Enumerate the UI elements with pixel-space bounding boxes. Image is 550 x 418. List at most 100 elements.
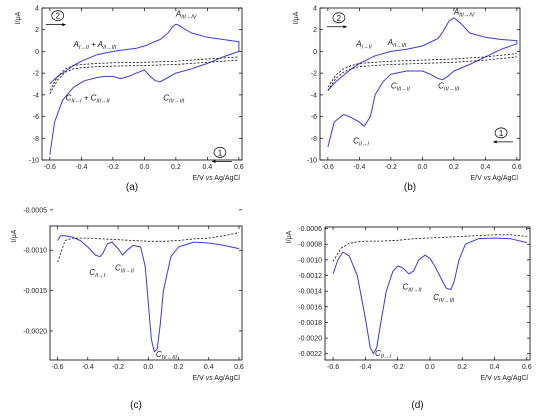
voltammogram-curve (332, 237, 527, 355)
x-tick-label: 0.6 (234, 364, 244, 371)
x-tick-label: 0.0 (143, 364, 153, 371)
y-tick-label: -0.0022 (298, 351, 322, 358)
voltammogram-curve (57, 235, 240, 353)
scan-number-circle (494, 127, 508, 139)
annotation-subscript: I→II (362, 45, 373, 51)
x-axis-title-suffix: Ag/AgCl (213, 175, 241, 182)
x-axis-title-vs: vs (206, 375, 214, 382)
peak-annotation: CIV→III (163, 93, 185, 104)
voltammogram-curve (327, 17, 518, 148)
annotation-subscript: II→I (71, 98, 82, 104)
plot-frame (41, 7, 243, 161)
scan-number-circle (213, 147, 227, 158)
y-tick-label: -2 (311, 71, 317, 78)
y-axis-title: I/μA (293, 11, 300, 24)
y-tick-label: -0.0016 (298, 304, 322, 311)
y-axis-title: I/μA (286, 230, 293, 243)
plot-frame (319, 7, 521, 161)
y-tick-label: -4 (33, 92, 39, 99)
plot-frame (324, 226, 531, 361)
scan-number: 1 (499, 129, 504, 138)
panel-label: (b) (404, 182, 416, 193)
x-tick-label: -0.2 (392, 364, 404, 371)
baseline-curve (327, 53, 517, 88)
annotation-symbol: C (66, 93, 72, 102)
x-tick-label: -0.4 (75, 164, 87, 171)
y-tick-label: -2 (33, 71, 39, 78)
y-axis-title: I/μA (11, 229, 18, 242)
annotation-symbol: A (175, 10, 181, 19)
x-tick-label: 0.2 (449, 164, 459, 171)
annotation-symbol: + A (89, 40, 103, 49)
panel-c: -0.6 -0.4 -0.2 0.0 0.2 0.4 0.6 -0.0020 -0.0015 -0… (11, 207, 244, 411)
annotation-symbol: C (353, 137, 359, 146)
y-tick-label: -10 (29, 158, 39, 165)
y-tick-label: -0.0015 (23, 288, 47, 295)
annotation-subscript: III→II (121, 268, 135, 274)
peak-annotation: AIII→IV (175, 10, 198, 21)
annotation-symbol: A (355, 40, 361, 49)
annotation-subscript: III→II (397, 86, 411, 92)
peak-annotation: CIII→II (402, 283, 421, 294)
x-axis-title-prefix: E/V (193, 375, 206, 382)
x-axis-title-vs: vs (484, 175, 492, 182)
x-axis-title: E/V vs Ag/AgCl (193, 175, 241, 182)
x-tick-label: -0.4 (359, 364, 371, 371)
x-tick-label: 0.2 (457, 364, 467, 371)
x-tick-label: -0.4 (82, 364, 94, 371)
annotation-symbol: C (391, 81, 397, 90)
x-tick-label: 0.0 (425, 364, 435, 371)
y-tick-label: 0 (313, 49, 317, 56)
panel-d: -0.6 -0.4 -0.2 0.0 0.2 0.4 0.6 -0.0022 -0.0020 -0… (286, 226, 532, 411)
x-axis-title-prefix: E/V (481, 375, 494, 382)
y-tick-label: -0.0020 (298, 336, 322, 343)
annotation-subscript: I→II (79, 45, 90, 51)
x-tick-label: -0.6 (52, 364, 64, 371)
x-tick-label: 0.4 (480, 164, 490, 171)
y-tick-label: -0.0006 (298, 226, 322, 233)
baseline-curve (57, 232, 240, 263)
peak-annotation: AI→II + AII→III (72, 40, 116, 51)
y-tick-label: 2 (35, 27, 39, 34)
x-tick-label: 0.2 (171, 164, 181, 171)
y-tick-label: 0 (35, 49, 39, 56)
x-tick-label: 0.4 (490, 364, 500, 371)
annotation-subscript: IV→III (444, 86, 460, 92)
y-tick-label: -10 (307, 158, 317, 165)
scan-number: 2 (337, 14, 342, 23)
x-tick-label: 0.4 (204, 364, 214, 371)
y-tick-label: -0.0014 (298, 289, 322, 296)
y-tick-label: -4 (311, 92, 317, 99)
x-tick-label: 0.4 (202, 164, 212, 171)
x-axis-title-prefix: E/V (193, 175, 206, 182)
x-tick-label: -0.2 (107, 164, 119, 171)
scan-number-circle (332, 12, 346, 24)
peak-annotation: CII→I (375, 349, 391, 360)
x-tick-label: -0.6 (44, 164, 56, 171)
baseline-curve (327, 56, 517, 91)
peak-annotation: CII→I (353, 137, 369, 148)
baseline-curve (49, 56, 239, 91)
annotation-subscript: II→III (393, 43, 407, 49)
y-tick-label: 2 (313, 27, 317, 34)
x-axis-title-suffix: Ag/AgCl (501, 375, 529, 382)
y-tick-label: -8 (311, 136, 317, 143)
baseline-curve (49, 59, 239, 94)
y-tick-label: 4 (35, 6, 39, 13)
annotation-symbol: C (433, 293, 439, 302)
scan-number: 1 (218, 148, 223, 157)
x-tick-label: 0.0 (139, 164, 149, 171)
annotation-symbol: C (89, 268, 95, 277)
panel-b: -0.6 -0.4 -0.2 0.0 0.2 0.4 0.6 -10 -8 -6 -4 -2 0 2 4 I/… (293, 6, 522, 194)
y-tick-label: -6 (33, 114, 39, 121)
x-tick-label: 0.6 (522, 364, 532, 371)
annotation-symbol: C (402, 283, 408, 292)
peak-annotation: CIV→III (433, 293, 455, 304)
annotation-subscript: II→I (95, 273, 106, 279)
y-tick-label: -0.0012 (298, 273, 322, 280)
annotation-subscript: IV→III (439, 298, 455, 304)
x-tick-label: 0.6 (512, 164, 522, 171)
voltammogram-curve (49, 23, 240, 155)
y-tick-label: -0.0018 (298, 320, 322, 327)
